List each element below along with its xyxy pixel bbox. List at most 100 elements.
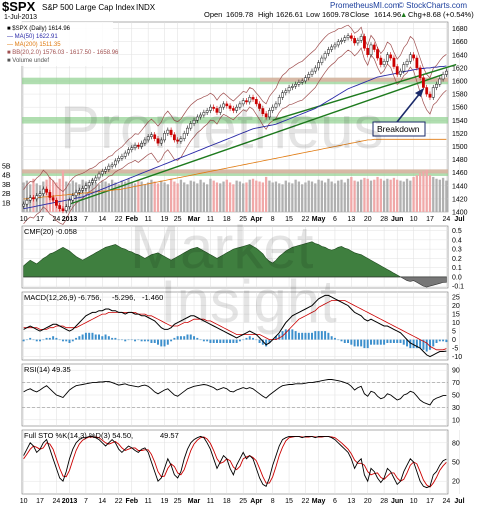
candle-body-31 <box>123 152 127 157</box>
volume-bar-10 <box>55 182 58 212</box>
candle-body-69 <box>248 97 252 103</box>
volume-bar-109 <box>379 178 382 212</box>
macd-hist-bar-97 <box>340 339 343 342</box>
volume-bar-24 <box>101 180 104 212</box>
cmf-tick-1: 0.4 <box>452 237 462 244</box>
x-tick-0-16: 8 <box>271 216 275 223</box>
volume-bar-126 <box>435 178 438 212</box>
candle-body-62 <box>225 103 229 107</box>
volume-bar-39 <box>150 179 153 212</box>
price-tick-7: 1540 <box>452 118 468 125</box>
x-tick-0-28: Jul <box>454 216 464 223</box>
volume-bar-97 <box>340 179 343 212</box>
macd-hist-bar-39 <box>150 339 153 343</box>
macd-hist-bar-71 <box>255 339 258 341</box>
volume-bar-31 <box>124 181 127 212</box>
candle-body-85 <box>300 80 304 83</box>
candle-body-44 <box>166 129 170 134</box>
candle-body-118 <box>408 54 412 62</box>
volume-bar-38 <box>147 182 150 212</box>
price-tick-14: 1680 <box>452 26 468 33</box>
x-tick-1-22: 20 <box>364 498 372 505</box>
legend-bb: ■ BB(20,2.0) 1576.03 - 1617.50 - 1658.96 <box>7 50 119 56</box>
candle-body-116 <box>402 64 406 72</box>
volume-bar-121 <box>418 173 422 212</box>
volume-bar-30 <box>120 180 124 212</box>
x-tick-0-5: 14 <box>98 216 106 223</box>
price-tick-6: 1520 <box>452 131 468 138</box>
volume-tick-4: 5B <box>2 163 11 170</box>
candle-body-1 <box>25 199 29 205</box>
legend-ma200: — MA(200) 1511.35 <box>7 42 61 48</box>
candle-body-10 <box>55 199 58 206</box>
candle-body-73 <box>261 108 265 114</box>
ohlc-row: Open 1609.78 High 1626.61 Low 1609.78 Cl… <box>204 10 474 19</box>
volume-bar-22 <box>94 182 97 212</box>
x-tick-0-11: Mar <box>188 216 201 223</box>
macd-hist-bar-15 <box>71 339 74 342</box>
volume-bar-1 <box>25 180 29 212</box>
candle-body-15 <box>71 195 75 201</box>
volume-bar-92 <box>323 182 327 212</box>
x-tick-1-21: 13 <box>347 498 355 505</box>
candle-body-7 <box>45 188 48 193</box>
volume-bar-87 <box>307 180 310 212</box>
open-label: Open <box>204 10 222 19</box>
macd-hist-bar-61 <box>222 339 225 343</box>
volume-bar-79 <box>281 184 284 212</box>
volume-bar-111 <box>386 178 389 212</box>
candle-body-47 <box>176 139 180 142</box>
volume-bar-48 <box>179 179 183 212</box>
candle-body-101 <box>353 38 357 44</box>
macd-hist-bar-32 <box>127 339 130 341</box>
macd-hist-bar-84 <box>297 332 300 340</box>
x-tick-1-1: 17 <box>36 498 44 505</box>
volume-bar-28 <box>114 182 117 212</box>
volume-bar-44 <box>166 184 169 212</box>
volume-bar-71 <box>255 180 258 212</box>
breakdown-annotation: Breakdown <box>372 88 426 137</box>
macd-hist-bar-95 <box>333 337 336 340</box>
volume-bar-57 <box>209 178 212 212</box>
candle-body-113 <box>392 57 396 67</box>
candle-body-34 <box>133 144 137 149</box>
sto-tick-2: 20 <box>452 479 460 486</box>
macd-hist-bar-37 <box>143 339 146 342</box>
candle-body-124 <box>428 93 432 98</box>
macd-hist-bar-80 <box>284 329 287 340</box>
candle-body-74 <box>264 113 268 118</box>
cmf-tick-3: 0.2 <box>452 256 462 263</box>
volume-bar-17 <box>78 184 81 212</box>
macd-hist-bar-108 <box>376 339 379 345</box>
macd-hist-bar-124 <box>428 339 431 350</box>
x-tick-0-9: 19 <box>161 216 169 223</box>
macd-hist-bar-22 <box>94 334 97 340</box>
macd-hist-bar-6 <box>42 339 45 341</box>
macd-hist-bar-60 <box>219 339 222 343</box>
candle-body-92 <box>323 53 327 59</box>
candle-body-40 <box>153 134 157 139</box>
price-tick-8: 1560 <box>452 105 468 112</box>
candle-body-39 <box>150 134 153 137</box>
candle-body-22 <box>94 177 98 181</box>
macd-hist-bar-58 <box>212 339 215 343</box>
volume-bar-58 <box>212 180 215 212</box>
macd-hist-bar-38 <box>147 339 150 342</box>
macd-hist-bar-12 <box>61 339 64 342</box>
macd-hist-bar-78 <box>278 334 281 340</box>
macd-hist-bar-27 <box>111 337 114 340</box>
volume-tick-1: 2B <box>2 191 11 198</box>
macd-hist-bar-48 <box>179 336 182 340</box>
macd-hist-bar-9 <box>52 336 55 340</box>
volume-bar-64 <box>232 184 235 212</box>
volume-bar-66 <box>238 181 242 212</box>
macd-hist-bar-111 <box>386 339 389 343</box>
breakdown-arrow-line <box>396 91 422 123</box>
candle-body-50 <box>186 127 189 134</box>
macd-hist-bar-106 <box>370 339 372 345</box>
x-tick-1-15: Apr <box>250 498 262 505</box>
candle-body-23 <box>97 173 101 179</box>
macd-hist-bar-8 <box>48 337 51 340</box>
macd-hist-bar-112 <box>389 339 392 343</box>
candle-body-41 <box>156 138 160 144</box>
